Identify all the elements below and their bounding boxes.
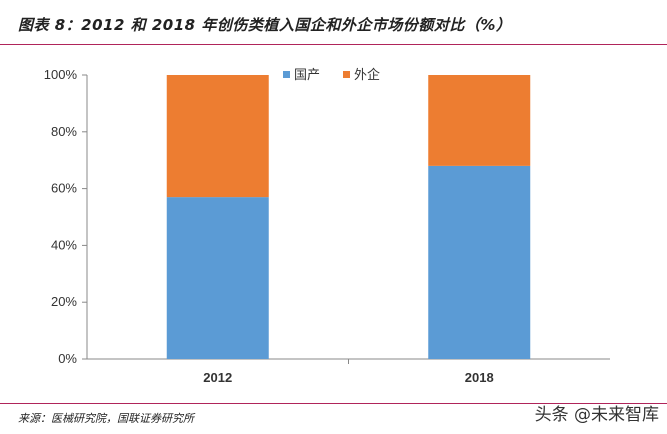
y-tick-label: 20% [51, 294, 77, 309]
stacked-bar-chart: 0% 20% 40% 60% 80% 100% 2012 2018 国产 外企 [44, 67, 610, 385]
watermark: 头条 @未来智库 [534, 405, 659, 425]
x-tick-label: 2012 [203, 370, 232, 385]
title-divider [0, 44, 667, 45]
bar-segment [166, 197, 269, 359]
legend-swatch [343, 71, 350, 78]
bar-segment [166, 75, 269, 198]
legend-label: 国产 [294, 68, 320, 83]
y-tick-label: 100% [44, 67, 78, 82]
legend-label: 外企 [354, 67, 380, 83]
chart-title: 图表 8：2012 和 2018 年创伤类植入国企和外企市场份额对比（%） [18, 16, 512, 34]
y-tick-label: 40% [51, 237, 77, 252]
bar-segment [428, 165, 531, 359]
y-tick-label: 80% [51, 124, 77, 139]
footer-divider [0, 403, 667, 404]
y-tick-label: 60% [51, 181, 77, 196]
source-note: 来源：医械研究院，国联证券研究所 [18, 412, 194, 425]
x-tick-label: 2018 [465, 370, 494, 385]
bar-segment [428, 75, 531, 166]
y-tick-label: 0% [58, 351, 77, 366]
legend-swatch [283, 71, 290, 78]
